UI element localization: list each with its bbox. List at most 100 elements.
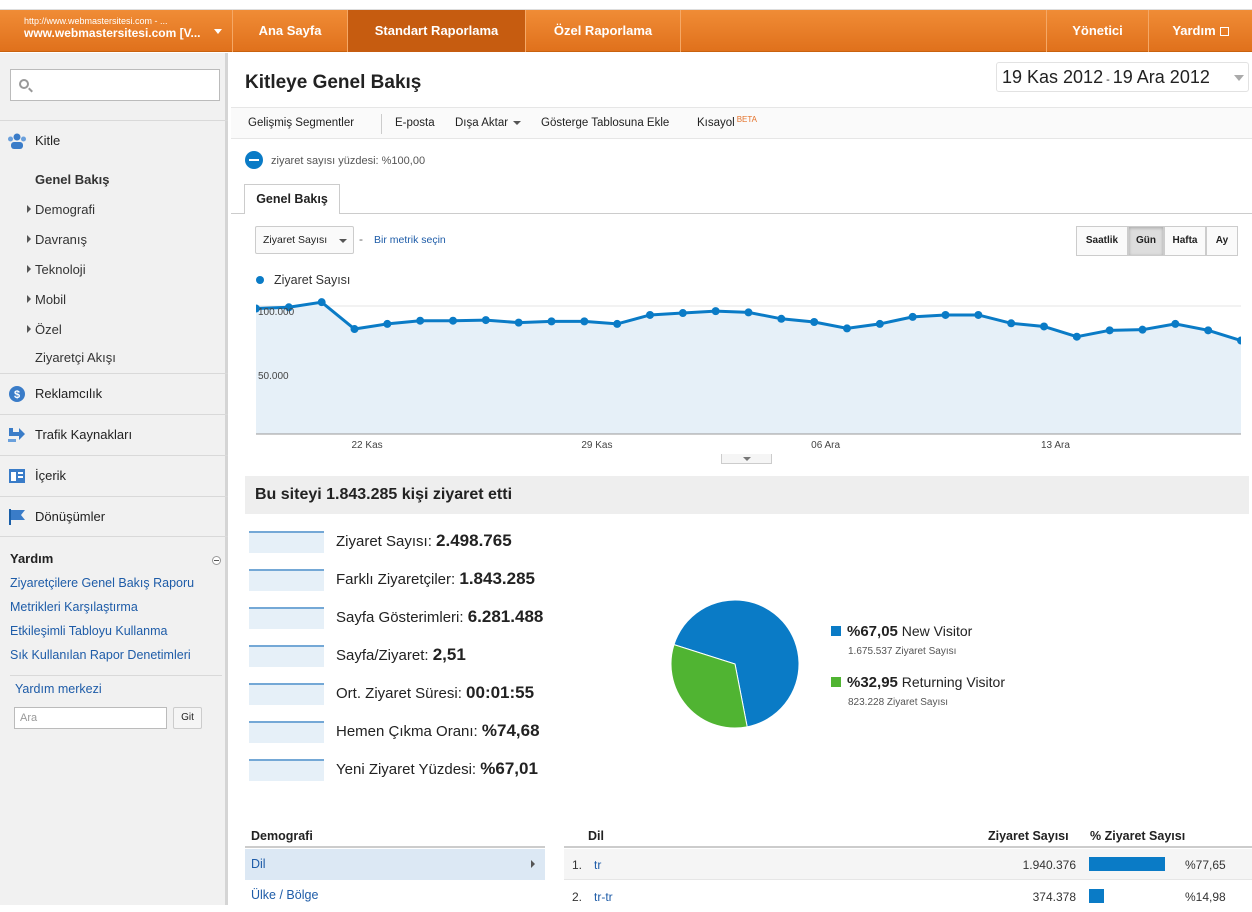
sparkline: [249, 569, 324, 591]
search-icon: [19, 79, 29, 89]
chart-collapse-button[interactable]: [721, 454, 772, 464]
sidebar-item-audience[interactable]: Kitle: [0, 120, 228, 161]
sidebar-search-input[interactable]: [10, 69, 220, 101]
sidebar-sub-demographics[interactable]: Demografi: [27, 202, 95, 217]
tab-custom-reports[interactable]: Özel Raporlama: [526, 10, 681, 52]
beta-badge: BETA: [736, 115, 758, 124]
date-range-picker[interactable]: 19 Kas 2012-19 Ara 2012: [996, 62, 1249, 92]
sidebar-sub-technology[interactable]: Teknoloji: [27, 262, 86, 277]
sidebar-item-label: Kitle: [35, 133, 61, 148]
divider: [381, 114, 382, 134]
y-tick-label: 100.000: [258, 307, 295, 318]
help-link[interactable]: Ziyaretçilere Genel Bakış Raporu: [10, 576, 195, 590]
report-toolbar: Gelişmiş Segmentler E-posta Dışa Aktar G…: [231, 107, 1252, 139]
x-tick-label: 13 Ara: [1041, 440, 1070, 451]
pick-metric-link[interactable]: Bir metrik seçin: [374, 234, 446, 246]
data-point: [416, 316, 425, 325]
chevron-down-icon: [1234, 75, 1244, 81]
traffic-arrow-icon: [8, 428, 25, 442]
metric-value: %74,68: [481, 721, 540, 740]
row-pct-bar: [1089, 857, 1165, 871]
sparkline: [249, 645, 324, 667]
data-point: [711, 307, 720, 316]
data-point: [449, 316, 457, 325]
help-link[interactable]: Metrikleri Karşılaştırma: [10, 600, 138, 614]
x-tick-label: 22 Kas: [352, 440, 383, 451]
date-start: 19 Kas 2012: [1002, 67, 1104, 87]
export-button[interactable]: Dışa Aktar: [455, 117, 522, 129]
help-search-button[interactable]: Git: [173, 707, 202, 729]
metric-select[interactable]: Ziyaret Sayısı: [255, 226, 354, 254]
export-label: Dışa Aktar: [455, 117, 509, 129]
pie-pct: %32,95: [847, 674, 898, 691]
pie-slice[interactable]: [673, 599, 800, 728]
help-heading: Yardım: [10, 551, 54, 566]
sidebar-item-label: Trafik Kaynakları: [35, 427, 133, 442]
data-point: [875, 319, 884, 328]
page-title: Kitleye Genel Bakış: [245, 72, 422, 93]
tab-home[interactable]: Ana Sayfa: [233, 10, 348, 52]
sidebar-sub-custom[interactable]: Özel: [27, 322, 62, 337]
sidebar-sub-overview[interactable]: Genel Bakış: [35, 172, 110, 187]
metric-text: Yeni Ziyaret Yüzdesi: %67,01: [336, 759, 538, 779]
sidebar-sub-visitor-flow[interactable]: Ziyaretçi Akışı: [35, 350, 116, 365]
data-point: [284, 303, 293, 312]
granularity-day[interactable]: Gün: [1128, 226, 1164, 256]
demographic-item-language[interactable]: Dil: [245, 849, 545, 880]
metric-text: Farklı Ziyaretçiler: 1.843.285: [336, 569, 535, 589]
visitor-type-pie-chart[interactable]: [669, 598, 801, 730]
tab-standard-reports[interactable]: Standart Raporlama: [348, 10, 526, 52]
sidebar-sub-behavior[interactable]: Davranış: [26, 232, 88, 247]
sidebar-item-traffic[interactable]: Trafik Kaynakları: [0, 414, 228, 455]
account-name: www.webmastersitesi.com [V...: [24, 26, 201, 40]
tab-admin[interactable]: Yönetici: [1046, 10, 1149, 52]
email-button[interactable]: E-posta: [395, 117, 435, 129]
sparkline: [249, 683, 324, 705]
line-chart[interactable]: 100.000 50.000 22 Kas 29 Kas 06 Ara 13 Ara: [256, 296, 1241, 456]
advanced-segments-button[interactable]: Gelişmiş Segmentler: [248, 117, 355, 129]
row-language-link[interactable]: tr-tr: [594, 890, 613, 904]
tab-help[interactable]: Yardım: [1149, 10, 1252, 52]
sidebar-item-content[interactable]: İçerik: [0, 455, 228, 496]
add-to-dashboard-button[interactable]: Gösterge Tablosuna Ekle: [541, 117, 670, 129]
table-row[interactable]: 2. tr-tr 374.378 %14,98: [564, 881, 1252, 912]
help-search-input[interactable]: Ara: [14, 707, 167, 729]
pie-legend-returning: %32,95 Returning Visitor: [831, 674, 1005, 691]
table-row[interactable]: 1. tr 1.940.376 %77,65: [564, 849, 1252, 880]
collapse-icon[interactable]: [212, 556, 221, 565]
data-point: [1171, 319, 1180, 328]
granularity-hourly[interactable]: Saatlik: [1076, 226, 1128, 256]
pie-slice[interactable]: [670, 643, 748, 729]
sidebar-item-conversions[interactable]: Dönüşümler: [0, 496, 228, 537]
demographic-item-country[interactable]: Ülke / Bölge: [251, 888, 319, 902]
shortcut-button[interactable]: Kısayol BETA: [697, 115, 758, 129]
metric-label: Ziyaret Sayısı:: [336, 533, 437, 550]
help-center-link[interactable]: Yardım merkezi: [15, 682, 102, 696]
tab-overview[interactable]: Genel Bakış: [244, 184, 340, 214]
pie-sub: 823.228 Ziyaret Sayısı: [848, 697, 949, 708]
metric-value: 00:01:55: [466, 683, 535, 702]
pie-name: New Visitor: [901, 623, 973, 639]
svg-text:$: $: [14, 389, 20, 401]
sidebar-item-advertising[interactable]: $ Reklamcılık: [0, 373, 228, 414]
help-link[interactable]: Sık Kullanılan Rapor Denetimleri: [10, 648, 191, 662]
y-tick-label: 50.000: [258, 371, 289, 382]
data-point: [646, 310, 654, 319]
account-selector[interactable]: http://www.webmastersitesi.com - ... www…: [0, 10, 233, 52]
legend-dot: [256, 276, 264, 284]
row-language-link[interactable]: tr: [594, 858, 602, 872]
chevron-down-icon: [513, 120, 522, 125]
granularity-week[interactable]: Hafta: [1164, 226, 1206, 256]
help-link[interactable]: Etkileşimli Tabloyu Kullanma: [10, 624, 168, 638]
granularity-month[interactable]: Ay: [1206, 226, 1238, 256]
row-index: 2.: [572, 890, 583, 904]
legend-swatch: [831, 677, 841, 687]
segment-label: ziyaret sayısı yüzdesi: %100,00: [271, 155, 426, 167]
sidebar-sub-mobile[interactable]: Mobil: [26, 292, 67, 307]
sparkline: [249, 607, 324, 629]
row-index: 1.: [572, 858, 583, 872]
data-point: [777, 314, 786, 323]
top-nav-bar: http://www.webmastersitesi.com - ... www…: [0, 10, 1252, 52]
row-pct-bar: [1089, 889, 1104, 903]
row-visits: 374.378: [1032, 890, 1076, 904]
